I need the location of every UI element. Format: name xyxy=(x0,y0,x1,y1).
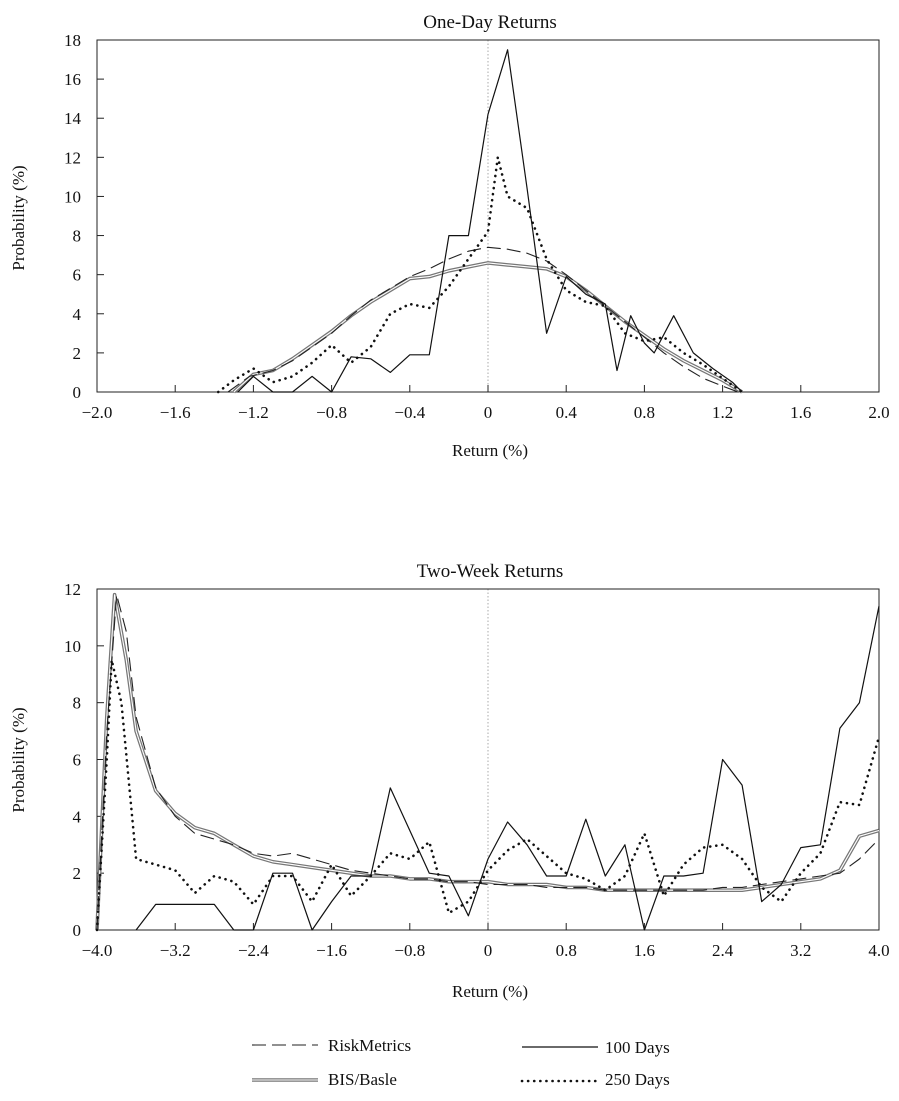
y-axis-label: Probability (%) xyxy=(9,707,28,812)
series-line-250-days xyxy=(95,658,881,932)
legend-label: BIS/Basle xyxy=(328,1070,397,1089)
y-tick-label: 14 xyxy=(64,109,82,128)
legend-label: 100 Days xyxy=(605,1038,670,1057)
series-line-100-days xyxy=(135,605,880,931)
axis-ticks: −4.0 −3.2 −2.4 −1.6 −0.8 0 0.8 1.6 2.4 3.2 4.0 0 2 4 6… xyxy=(64,580,890,960)
y-tick-label: 0 xyxy=(73,383,82,402)
y-tick-label: 4 xyxy=(73,305,82,324)
y-tick-label: 12 xyxy=(64,580,81,599)
x-tick-label: 1.2 xyxy=(712,403,733,422)
y-tick-label: 16 xyxy=(64,70,81,89)
chart-two-week-returns: Two-Week Returns −4.0 −3.2 −2.4 −1.6 −0.8 0 0.… xyxy=(9,561,890,1001)
y-tick-label: 8 xyxy=(73,227,82,246)
x-tick-label: 0.8 xyxy=(556,941,577,960)
legend-item-100-days: 100 Days xyxy=(522,1038,670,1057)
x-tick-label: 2.0 xyxy=(868,403,889,422)
y-tick-label: 10 xyxy=(64,187,81,206)
plot-frame xyxy=(96,588,880,931)
series-line-bis-basle xyxy=(95,592,880,931)
x-tick-label: 4.0 xyxy=(868,941,889,960)
x-tick-label: −1.6 xyxy=(316,941,347,960)
legend: RiskMetrics 100 Days BIS/Basle 250 Days xyxy=(252,1036,670,1089)
x-tick-label: −0.4 xyxy=(394,403,425,422)
series-line-riskmetrics xyxy=(227,246,739,393)
series-line-inner xyxy=(96,594,880,931)
y-axis-label: Probability (%) xyxy=(9,165,28,270)
x-tick-label: 0 xyxy=(484,941,493,960)
x-tick-label: −0.8 xyxy=(316,403,347,422)
x-tick-label: −1.6 xyxy=(160,403,191,422)
x-tick-label: 1.6 xyxy=(790,403,811,422)
y-tick-label: 2 xyxy=(73,344,82,363)
series-line-250-days xyxy=(216,156,744,394)
series-line-riskmetrics xyxy=(96,594,880,931)
legend-label: RiskMetrics xyxy=(328,1036,411,1055)
y-tick-label: 18 xyxy=(64,31,81,50)
x-axis-label: Return (%) xyxy=(452,441,528,460)
y-tick-label: 2 xyxy=(73,864,82,883)
x-tick-label: 2.4 xyxy=(712,941,734,960)
y-tick-label: 0 xyxy=(73,921,82,940)
y-tick-label: 12 xyxy=(64,148,81,167)
y-tick-label: 4 xyxy=(73,807,82,826)
legend-item-riskmetrics: RiskMetrics xyxy=(252,1036,411,1055)
series-group xyxy=(95,592,881,932)
x-tick-label: 0.8 xyxy=(634,403,655,422)
x-tick-label: 0.4 xyxy=(556,403,578,422)
x-tick-label: −0.8 xyxy=(394,941,425,960)
chart-one-day-returns: One-Day Returns −2.0 −1.6 −1.2 −0.8 −0.4 0 0.4… xyxy=(9,12,890,460)
legend-item-250-days: 250 Days xyxy=(520,1070,670,1089)
x-tick-label: 1.6 xyxy=(634,941,655,960)
x-tick-label: −3.2 xyxy=(160,941,191,960)
x-tick-label: −1.2 xyxy=(238,403,269,422)
series-line-inner xyxy=(233,262,743,393)
y-tick-label: 6 xyxy=(73,751,82,770)
y-tick-label: 10 xyxy=(64,637,81,656)
axis-ticks: −2.0 −1.6 −1.2 −0.8 −0.4 0 0.4 0.8 1.2 1.6 2.0 0 2 4 6… xyxy=(64,31,890,422)
chart-title: Two-Week Returns xyxy=(417,561,563,582)
x-tick-label: −2.4 xyxy=(238,941,269,960)
series-line-bis-basle xyxy=(232,261,744,394)
x-tick-label: −4.0 xyxy=(82,941,113,960)
y-tick-label: 8 xyxy=(73,694,82,713)
x-tick-label: 0 xyxy=(484,403,493,422)
x-axis-label: Return (%) xyxy=(452,982,528,1001)
chart-title: One-Day Returns xyxy=(423,12,557,33)
y-tick-label: 6 xyxy=(73,266,82,285)
x-tick-label: 3.2 xyxy=(790,941,811,960)
series-group xyxy=(216,49,744,394)
series-line-100-days xyxy=(237,49,743,393)
x-tick-label: −2.0 xyxy=(82,403,113,422)
legend-item-bis-basle: BIS/Basle xyxy=(252,1070,397,1089)
legend-label: 250 Days xyxy=(605,1070,670,1089)
